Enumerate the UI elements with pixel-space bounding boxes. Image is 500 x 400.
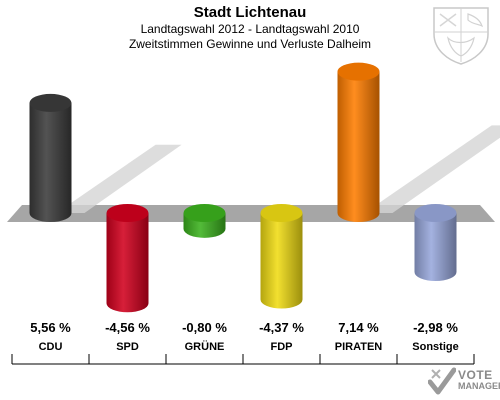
vote-manager-check-icon <box>428 367 456 395</box>
value-label: -4,37 % <box>259 320 304 335</box>
chart-title: Stadt Lichtenau <box>193 4 307 21</box>
bar-body <box>337 71 380 223</box>
value-label: -4,56 % <box>105 320 150 335</box>
value-label: 5,56 % <box>30 320 71 335</box>
bar-body <box>414 213 457 282</box>
bar-cdu <box>29 93 72 222</box>
bar-shadow <box>56 144 182 213</box>
bar-cap <box>414 204 457 222</box>
logo-text-manager: MANAGER <box>458 381 500 391</box>
bar-cap <box>29 93 72 112</box>
logo-text-vote: VOTE <box>458 368 493 382</box>
bar-grüne <box>183 204 226 238</box>
category-label: SPD <box>116 341 139 353</box>
bar-cap <box>337 62 380 81</box>
bar-body <box>260 213 303 309</box>
chart-subtitle-description: Zweitstimmen Gewinne und Verluste Dalhei… <box>128 37 372 51</box>
category-axis: 5,56 % CDU -4,56 % SPD -0,80 % GRÜNE -4,37 % FD… <box>11 320 475 365</box>
category-label: Sonstige <box>412 341 458 353</box>
value-label: -2,98 % <box>413 320 458 335</box>
value-label: -0,80 % <box>182 320 227 335</box>
bar-piraten <box>337 62 380 223</box>
bars-layer <box>29 62 500 313</box>
category-label: GRÜNE <box>185 340 225 353</box>
bar-shadow <box>364 125 500 213</box>
vote-manager-logo: VOTE MANAGER <box>428 364 500 398</box>
chart-subtitle-election: Landtagswahl 2012 - Landtagswahl 2010 <box>140 22 360 36</box>
coat-of-arms-icon <box>433 7 489 65</box>
bar-spd <box>106 204 149 313</box>
bar-sonstige <box>414 204 457 282</box>
bar-cap <box>260 204 303 222</box>
bar-fdp <box>260 204 303 309</box>
category-label: PIRATEN <box>335 341 383 353</box>
category-label: FDP <box>271 341 293 353</box>
bar-body <box>29 102 72 222</box>
bar-cap <box>106 204 149 222</box>
category-label: CDU <box>39 341 63 353</box>
value-label: 7,14 % <box>338 320 379 335</box>
bar-cap <box>183 204 226 222</box>
bar-body <box>106 213 149 313</box>
